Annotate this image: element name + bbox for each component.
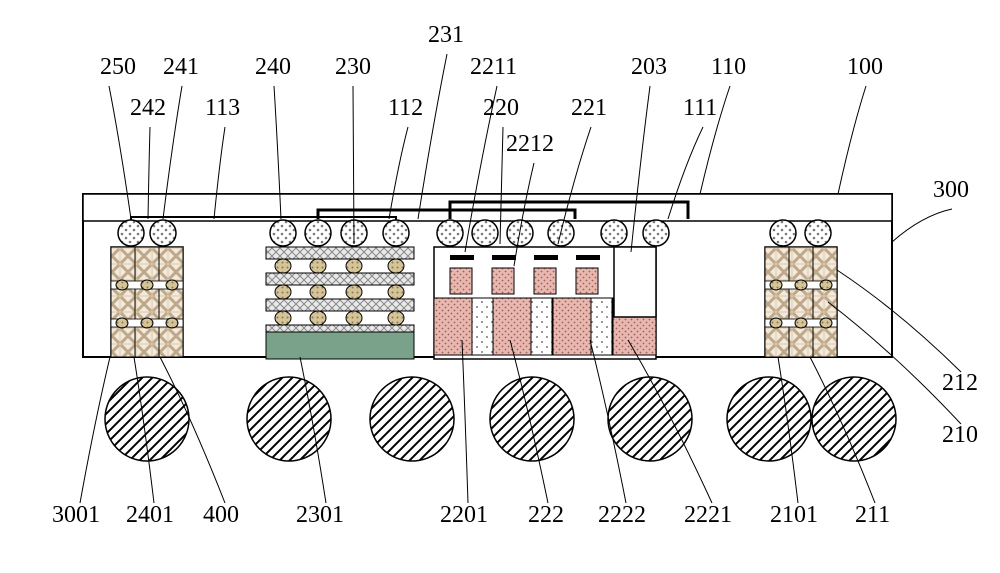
- solder-ball-400: [812, 377, 896, 461]
- solder-ball-400: [247, 377, 331, 461]
- label-221: 221: [571, 95, 607, 121]
- label-100: 100: [847, 54, 883, 80]
- leader: [892, 209, 952, 242]
- label-210: 210: [942, 422, 978, 448]
- label-110: 110: [711, 54, 746, 80]
- label-2401: 2401: [126, 502, 174, 528]
- label-240: 240: [255, 54, 291, 80]
- label-2222: 2222: [598, 502, 646, 528]
- solder-ball-400: [370, 377, 454, 461]
- label-112: 112: [388, 95, 423, 121]
- bump: [472, 220, 498, 246]
- bump: [150, 220, 176, 246]
- label-222: 222: [528, 502, 564, 528]
- bump: [770, 220, 796, 246]
- solder-ball-400: [490, 377, 574, 461]
- label-2211: 2211: [470, 54, 517, 80]
- label-231: 231: [428, 22, 464, 48]
- bump: [437, 220, 463, 246]
- bump: [805, 220, 831, 246]
- leader: [838, 86, 866, 194]
- bump: [643, 220, 669, 246]
- label-241: 241: [163, 54, 199, 80]
- label-250: 250: [100, 54, 136, 80]
- bump: [383, 220, 409, 246]
- label-2101: 2101: [770, 502, 818, 528]
- bump: [305, 220, 331, 246]
- label-2201: 2201: [440, 502, 488, 528]
- bump: [601, 220, 627, 246]
- label-2212: 2212: [506, 131, 554, 157]
- solder-ball-400: [727, 377, 811, 461]
- leader: [80, 357, 110, 503]
- label-111: 111: [683, 95, 717, 121]
- leader: [462, 340, 468, 503]
- solder-ball-400: [608, 377, 692, 461]
- label-203: 203: [631, 54, 667, 80]
- label-113: 113: [205, 95, 240, 121]
- bump: [270, 220, 296, 246]
- label-230: 230: [335, 54, 371, 80]
- label-3001: 3001: [52, 502, 100, 528]
- label-220: 220: [483, 95, 519, 121]
- label-2221: 2221: [684, 502, 732, 528]
- label-212: 212: [942, 370, 978, 396]
- label-242: 242: [130, 95, 166, 121]
- label-2301: 2301: [296, 502, 344, 528]
- bump: [118, 220, 144, 246]
- label-300: 300: [933, 177, 969, 203]
- label-400: 400: [203, 502, 239, 528]
- label-211: 211: [855, 502, 890, 528]
